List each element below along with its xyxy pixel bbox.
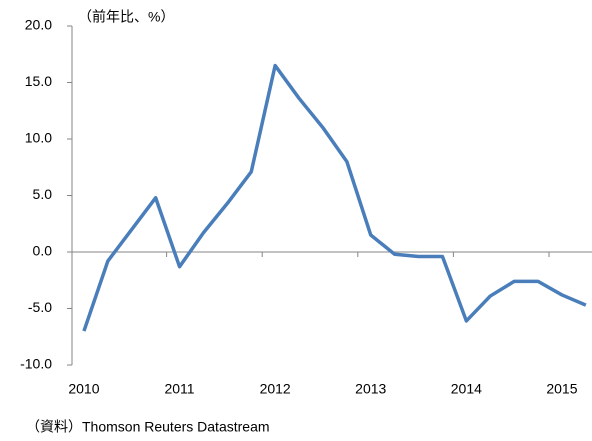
y-tick-label: 5.0 — [33, 186, 53, 202]
x-tick-label: 2013 — [355, 381, 386, 397]
y-tick-label: 15.0 — [25, 73, 52, 89]
y-tick-label: -10.0 — [20, 356, 52, 372]
y-tick-label: 20.0 — [25, 17, 52, 33]
y-tick-label: -5.0 — [28, 299, 52, 315]
x-tick-label: 2012 — [260, 381, 291, 397]
x-tick-label: 2014 — [451, 381, 482, 397]
data-line — [82, 63, 587, 332]
source-note: （資料）Thomson Reuters Datastream — [26, 419, 270, 435]
x-tick-label: 2015 — [546, 381, 577, 397]
y-tick-label: 0.0 — [33, 243, 53, 259]
y-axis-label: （前年比、%） — [78, 9, 174, 25]
y-tick-label: 10.0 — [25, 130, 52, 146]
x-tick-label: 2011 — [164, 381, 194, 397]
x-tick-label: 2010 — [68, 381, 99, 397]
